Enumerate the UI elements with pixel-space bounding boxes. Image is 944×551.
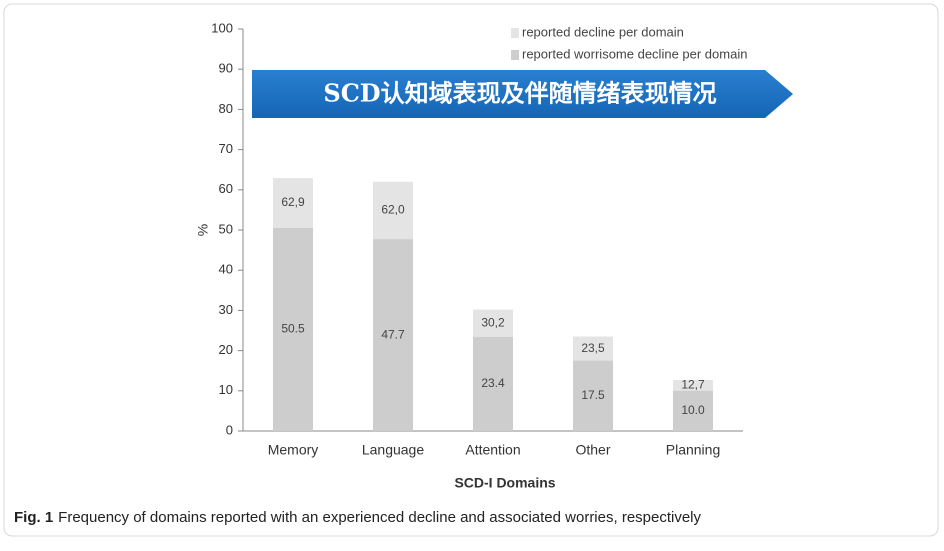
legend-swatch: [511, 28, 519, 38]
legend-swatch: [511, 50, 519, 60]
y-tick-label: 50: [219, 221, 233, 236]
y-tick-label: 40: [219, 262, 233, 277]
value-label: 10.0: [681, 403, 705, 417]
y-axis-label: %: [195, 224, 211, 236]
y-tick-label: 70: [219, 141, 233, 156]
x-tick-label: Attention: [465, 442, 520, 458]
frame: [3, 3, 939, 537]
value-label: 50.5: [281, 322, 305, 336]
bar: [273, 227, 313, 431]
x-tick-label: Memory: [268, 442, 319, 458]
bar: [573, 360, 613, 431]
legend-label: reported decline per domain: [522, 24, 684, 39]
banner-text: SCD认知域表现及伴随情绪表现情况: [323, 79, 716, 108]
bar: [673, 390, 713, 431]
bar: [373, 239, 413, 431]
y-tick-label: 10: [219, 382, 233, 397]
value-label: 30,2: [481, 315, 505, 329]
y-tick-label: 80: [219, 101, 233, 116]
value-label: 62,9: [281, 195, 305, 209]
value-label: 62,0: [381, 203, 405, 217]
y-tick-label: 60: [219, 181, 233, 196]
y-tick-label: 90: [219, 61, 233, 76]
x-tick-label: Other: [575, 442, 610, 458]
value-label: 23,5: [581, 341, 605, 355]
banner: [252, 70, 793, 118]
y-tick-label: 100: [211, 20, 233, 35]
x-tick-label: Language: [362, 442, 425, 458]
legend-label: reported worrisome decline per domain: [522, 46, 747, 61]
x-axis-label: SCD-I Domains: [454, 475, 555, 491]
value-label: 23.4: [481, 376, 505, 390]
plot: 0 10 20 30 40 50 60 70 80 90 100 Memory Language Atte…: [211, 20, 747, 457]
y-tick-label: 20: [219, 342, 233, 357]
y-tick-label: 0: [226, 422, 233, 437]
x-tick-label: Planning: [666, 442, 721, 458]
value-label: 17.5: [581, 388, 605, 402]
caption-label: Fig. 1: [14, 509, 53, 526]
caption-text: Frequency of domains reported with an ex…: [58, 509, 701, 526]
caption: Fig. 1 Frequency of domains reported with…: [14, 509, 702, 526]
value-label: 12,7: [681, 378, 705, 392]
y-tick-label: 30: [219, 302, 233, 317]
bar: [473, 336, 513, 431]
value-label: 47.7: [381, 327, 405, 341]
